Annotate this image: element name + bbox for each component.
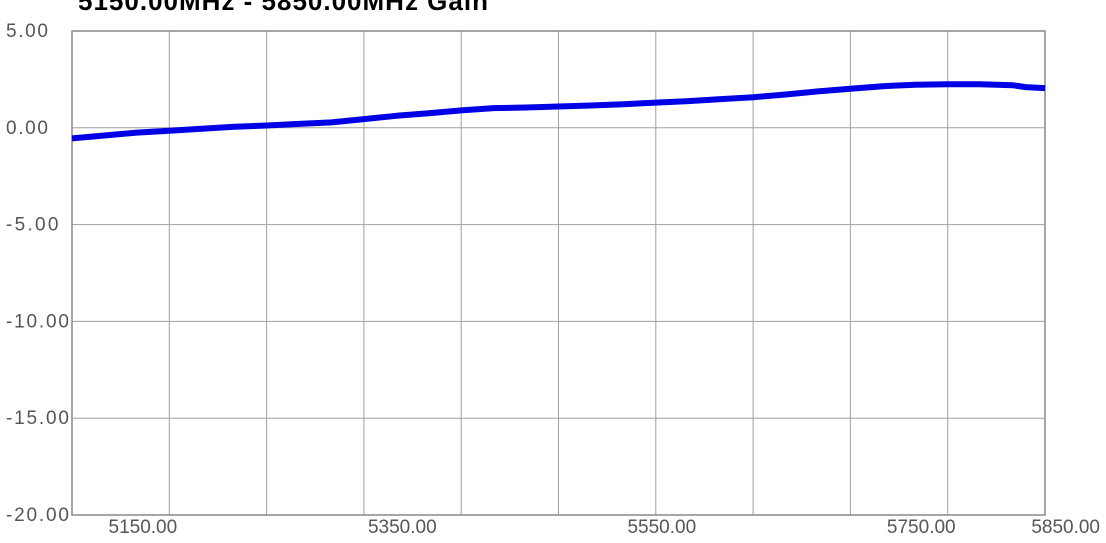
x-tick-labels: 5150.00 5350.00 5550.00 5750.00 5850.00	[109, 517, 1100, 538]
y-tick-label: 0.00	[6, 118, 48, 139]
grid-lines	[72, 31, 1045, 515]
y-tick-label: -15.00	[6, 408, 69, 429]
y-tick-labels: 5.00 0.00 -5.00 -10.00 -15.00 -20.00	[6, 21, 69, 526]
y-tick-label: -5.00	[6, 215, 59, 236]
x-tick-label: 5350.00	[368, 517, 437, 538]
x-tick-label: 5850.00	[1031, 517, 1100, 538]
x-tick-label: 5750.00	[887, 517, 956, 538]
y-tick-label: 5.00	[6, 21, 48, 42]
y-tick-label: -10.00	[6, 311, 69, 332]
x-tick-label: 5150.00	[109, 517, 178, 538]
series-layer	[71, 81, 1046, 142]
plot-frame	[71, 30, 1046, 516]
y-tick-label: -20.00	[6, 505, 69, 526]
gain-series-line	[71, 81, 1046, 142]
chart-title: 5150.00MHz - 5850.00MHz Gain	[78, 0, 489, 16]
x-tick-label: 5550.00	[627, 517, 696, 538]
